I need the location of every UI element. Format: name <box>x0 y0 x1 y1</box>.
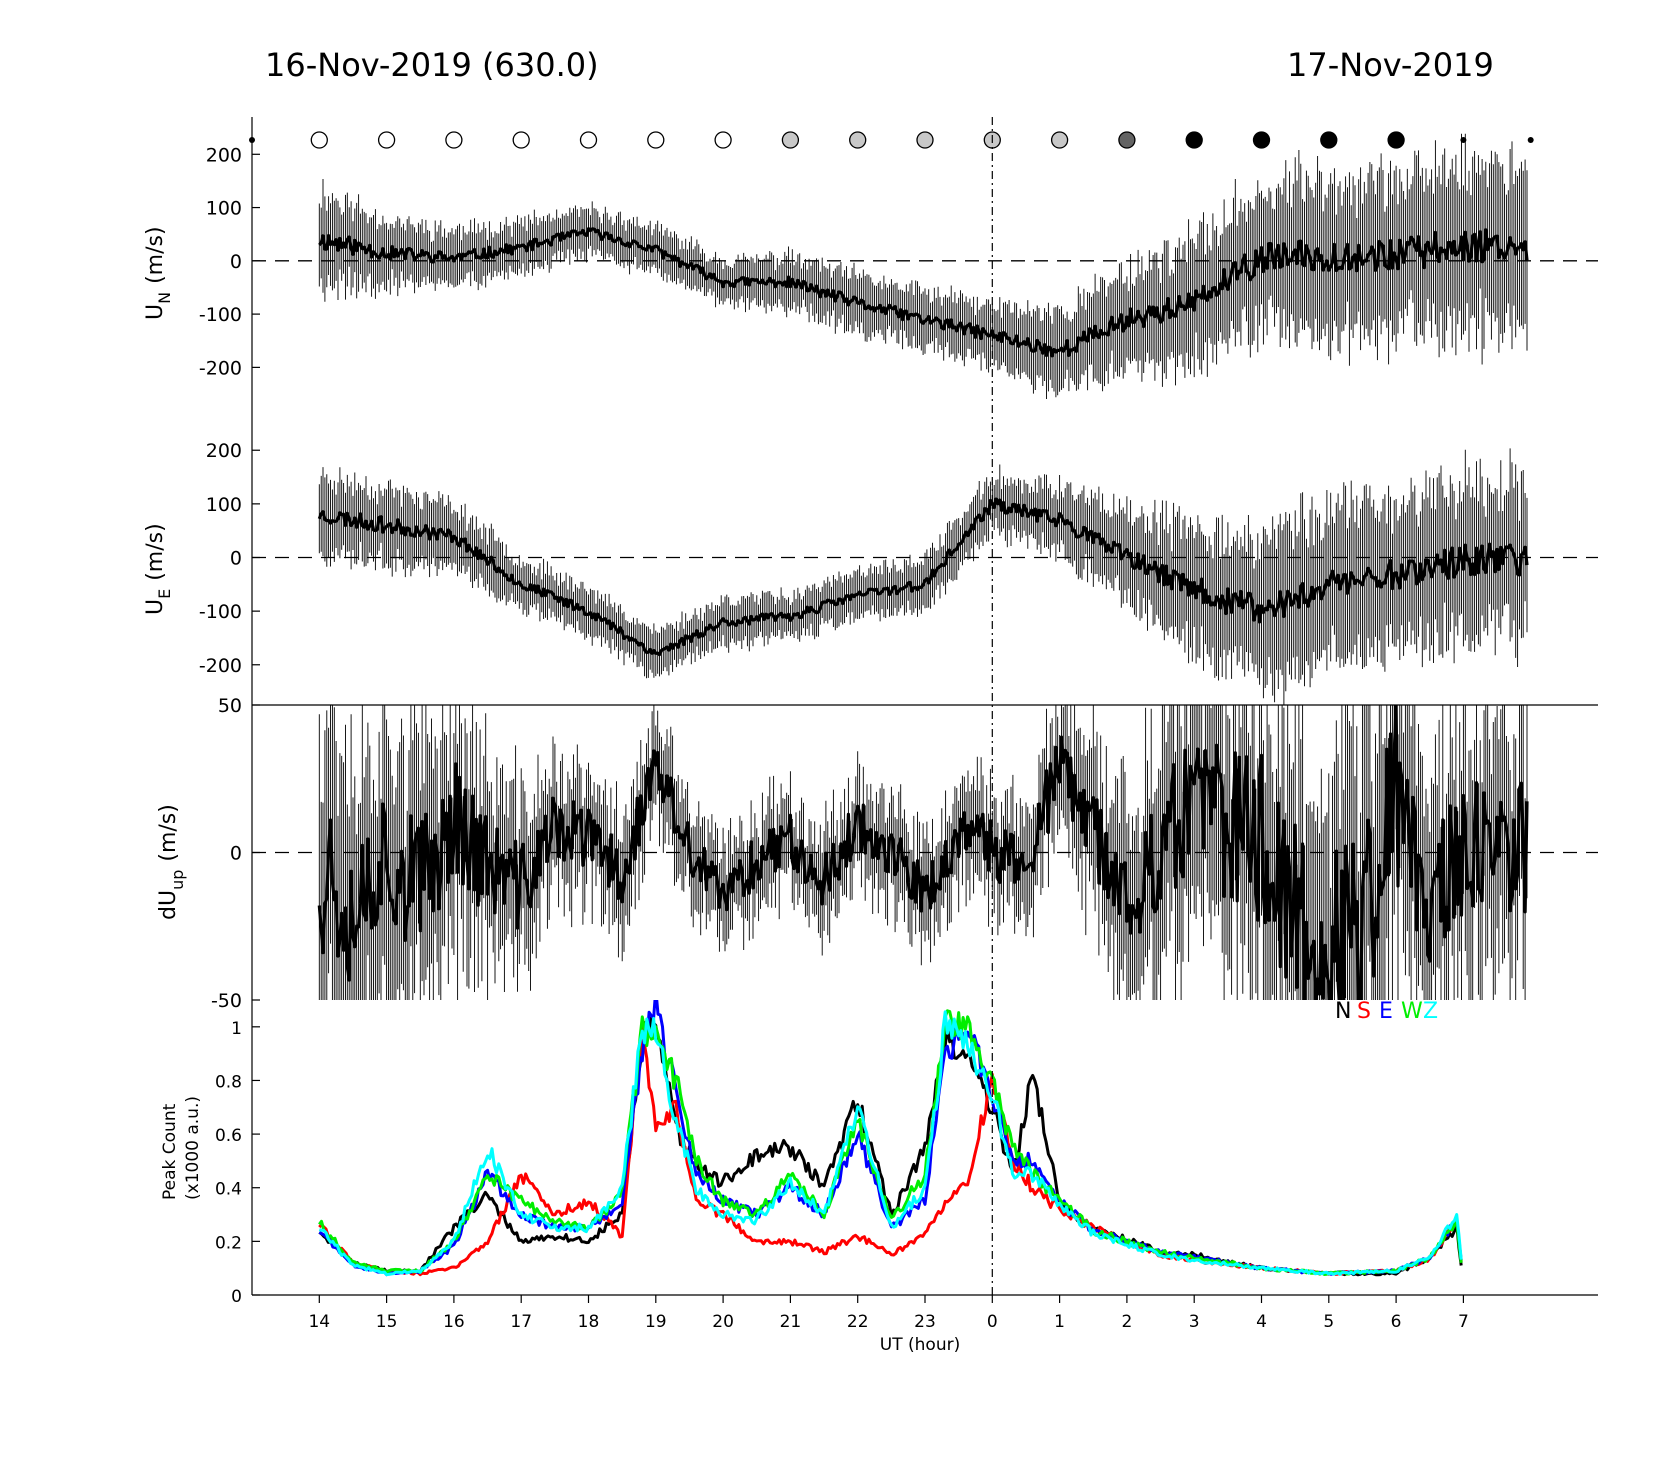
un-ylabel-main: U <box>143 304 168 320</box>
x-tick-label: 6 <box>1391 1312 1402 1332</box>
x-axis: UT (hour) 14 15 16 17 18 19 20 21 22 23 0 1 2 3 4 5 6 7 <box>252 1294 1598 1355</box>
wind-series-line <box>317 705 1529 1000</box>
y-tick-label: 0.2 <box>215 1233 242 1253</box>
moon-marker <box>512 131 530 149</box>
moon-marker <box>377 131 396 149</box>
peak-ylabel-unit: (x1000 a.u.) <box>183 1096 203 1200</box>
moon-marker-dot <box>1527 137 1534 143</box>
panel-un-meridional: UN (m/s) 200 100 0 -100 -200 <box>143 117 1598 410</box>
ue-ylabel-main: U <box>143 599 168 615</box>
x-tick-label: 5 <box>1323 1312 1334 1332</box>
legend-item-Z: Z <box>1423 999 1438 1024</box>
x-tick-label: 17 <box>510 1312 532 1332</box>
moon-marker <box>647 131 665 149</box>
panel-plot-area <box>317 705 1529 1000</box>
ue-ylabel-unit: (m/s) <box>143 523 168 580</box>
x-tick-label: 22 <box>847 1312 869 1332</box>
y-tick-label: -50 <box>211 990 242 1012</box>
y-tick-label: -200 <box>199 655 242 677</box>
un-ylabel-unit: (m/s) <box>143 226 168 283</box>
dup-ylabel: dUup (m/s) <box>156 804 187 920</box>
y-tick-label: 200 <box>206 144 242 166</box>
moon-marker <box>1050 131 1069 149</box>
x-tick-label: 21 <box>780 1312 802 1332</box>
x-tick-label: 18 <box>578 1312 600 1332</box>
un-ylabel-sub: N <box>155 292 174 304</box>
peak-ylabel: Peak Count <box>160 1103 180 1200</box>
moon-marker <box>849 131 867 149</box>
x-tick-label: 3 <box>1189 1312 1200 1332</box>
moon-marker <box>1118 131 1136 149</box>
panel-plot-area <box>317 448 1529 705</box>
y-tick-label: -100 <box>199 304 242 326</box>
x-tick-label: 16 <box>443 1312 465 1332</box>
x-tick-label: 0 <box>987 1312 998 1332</box>
moon-marker <box>916 131 934 149</box>
legend-item-E: E <box>1379 999 1393 1024</box>
series-line-Z <box>318 1010 1463 1277</box>
x-tick-label: 1 <box>1054 1312 1065 1332</box>
panel-plot-area <box>318 133 1529 399</box>
ue-ylabel: UE (m/s) <box>143 523 174 615</box>
moon-marker <box>445 131 463 149</box>
y-tick-label: 0 <box>231 1287 242 1307</box>
left-date-title: 16-Nov-2019 (630.0) <box>265 46 599 84</box>
y-tick-label: 0.6 <box>215 1126 242 1146</box>
y-tick-label: -200 <box>199 357 242 379</box>
panel-ue-zonal: UE (m/s) 200 100 0 -100 -200 <box>143 410 1598 705</box>
x-tick-label: 15 <box>376 1312 398 1332</box>
x-tick-label: 14 <box>308 1312 330 1332</box>
un-ylabel: UN (m/s) <box>143 226 174 320</box>
moon-marker <box>310 131 328 149</box>
y-tick-label: 100 <box>206 198 242 220</box>
dup-ylabel-sub: up <box>168 870 187 890</box>
wind-series-line <box>317 497 1529 657</box>
moon-marker <box>1387 131 1405 149</box>
y-tick-label: 200 <box>206 440 242 462</box>
y-tick-label: 0 <box>230 251 242 273</box>
y-tick-label: -100 <box>199 601 242 623</box>
dup-ylabel-main: dU <box>156 890 181 920</box>
y-tick-label: 50 <box>218 695 242 717</box>
y-tick-label: 100 <box>206 494 242 516</box>
right-date-title: 17-Nov-2019 <box>1287 46 1494 84</box>
x-axis-label: UT (hour) <box>880 1335 960 1355</box>
x-tick-label: 19 <box>645 1312 667 1332</box>
y-tick-label: 0 <box>230 548 242 570</box>
moon-marker <box>1252 131 1271 149</box>
moon-marker <box>781 131 800 149</box>
panel-peak-count: Peak Count (x1000 a.u.) 0 0.2 0.4 0.6 0.8 1 <box>160 1000 1463 1307</box>
dup-ylabel-unit: (m/s) <box>156 804 181 861</box>
y-tick-label: 0 <box>230 843 242 865</box>
y-tick-label: 0.8 <box>215 1072 242 1092</box>
panel-plot-area <box>318 1000 1463 1277</box>
moon-marker <box>1185 131 1203 149</box>
x-tick-label: 2 <box>1121 1312 1132 1332</box>
panel-dup-vertical: dUup (m/s) 50 0 -50 <box>156 695 1598 1012</box>
legend-item-S: S <box>1357 999 1371 1024</box>
ue-ylabel-sub: E <box>155 589 174 599</box>
moon-marker <box>1320 131 1338 149</box>
y-tick-label: 1 <box>231 1019 242 1039</box>
y-tick-label: 0.4 <box>215 1180 242 1200</box>
x-tick-label: 23 <box>914 1312 936 1332</box>
legend-item-W: W <box>1401 999 1423 1024</box>
wind-series-line <box>318 227 1529 358</box>
x-tick-label: 4 <box>1256 1312 1267 1332</box>
moon-marker <box>579 131 598 149</box>
moon-marker <box>714 131 732 149</box>
x-tick-label: 7 <box>1458 1312 1469 1332</box>
legend-item-N: N <box>1335 999 1351 1024</box>
moon-phase-markers <box>249 131 1534 149</box>
x-tick-label: 20 <box>712 1312 734 1332</box>
